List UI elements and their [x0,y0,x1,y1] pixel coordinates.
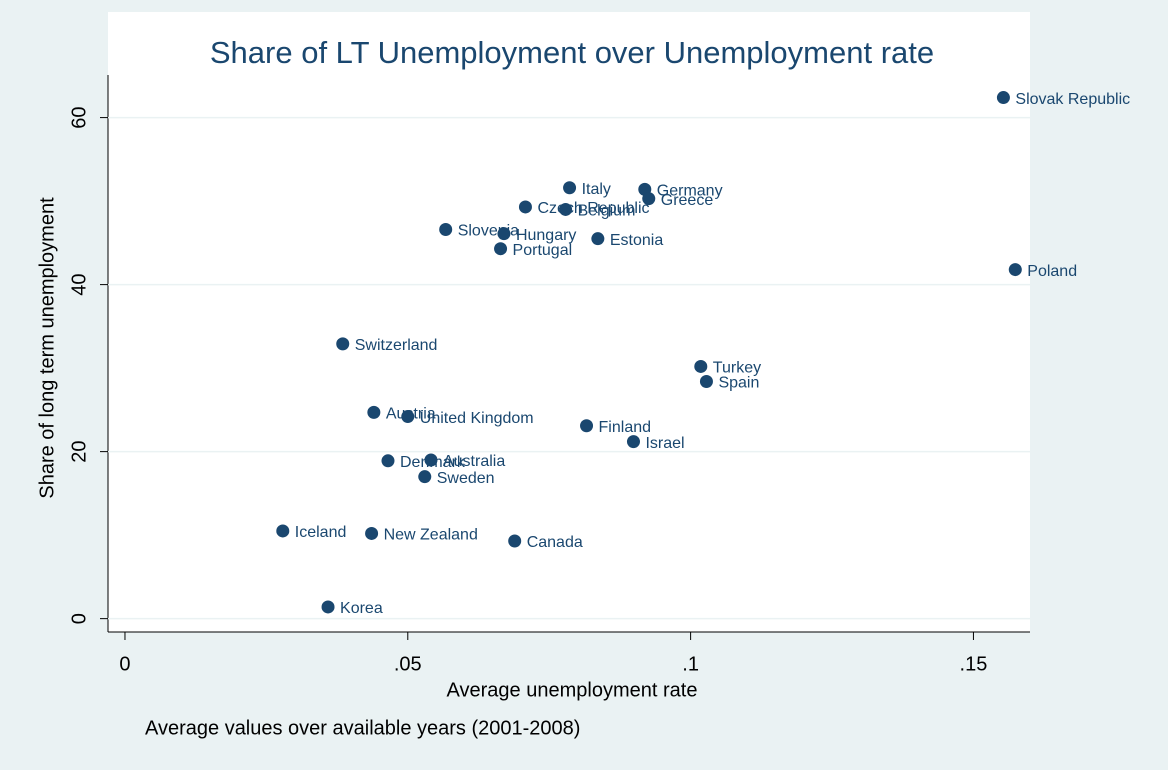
point [401,410,415,424]
point [367,405,381,419]
point-label: Switzerland [355,337,438,354]
point [439,222,453,236]
point-label: Belgium [578,203,636,220]
point [559,202,573,216]
point-label: Australia [443,453,505,470]
point-label: Canada [527,534,583,551]
point [580,419,594,433]
point [424,453,438,467]
point [1008,263,1022,277]
y-tick-label: 20 [68,440,90,462]
y-axis-label: Share of long term unemployment [36,197,58,499]
point [642,192,656,206]
point [494,242,508,256]
point [276,524,290,538]
point-label: Iceland [295,524,347,541]
x-tick-label: .15 [960,653,988,675]
x-tick-label: .1 [682,653,699,675]
point-label: Turkey [713,360,761,377]
point-label: Estonia [610,232,663,249]
point-label: Hungary [516,227,576,244]
y-tick-label: 40 [68,273,90,295]
point-label: Korea [340,600,383,617]
point-label: Italy [582,181,611,198]
point-label: Greece [661,192,714,209]
point [365,526,379,540]
point [418,470,432,484]
point-label: Spain [718,375,759,392]
point [381,454,395,468]
x-tick-label: 0 [119,653,130,675]
point [591,232,605,246]
point-label: Slovak Republic [1015,91,1130,108]
point [336,337,350,351]
point [694,359,708,373]
point [508,534,522,548]
point-label: United Kingdom [420,410,534,427]
point [626,435,640,449]
plot-region [108,12,1030,632]
point [518,200,532,214]
point-label: Portugal [513,242,573,259]
point [699,374,713,388]
point-label: Finland [599,419,651,436]
point-label: New Zealand [384,527,478,544]
point-label: Israel [645,435,684,452]
point [497,227,511,241]
note: Average values over available years (200… [145,717,580,739]
point [563,181,577,195]
point [321,600,335,614]
y-tick-label: 0 [68,613,90,624]
point-label: Germany [657,183,723,200]
point-label: Sweden [437,470,495,487]
chart-title: Share of LT Unemployment over Unemployme… [210,35,934,70]
y-tick-label: 60 [68,106,90,128]
point [996,91,1010,105]
point-label: Poland [1027,263,1077,280]
x-tick-label: .05 [394,653,422,675]
x-axis-label: Average unemployment rate [447,679,698,701]
